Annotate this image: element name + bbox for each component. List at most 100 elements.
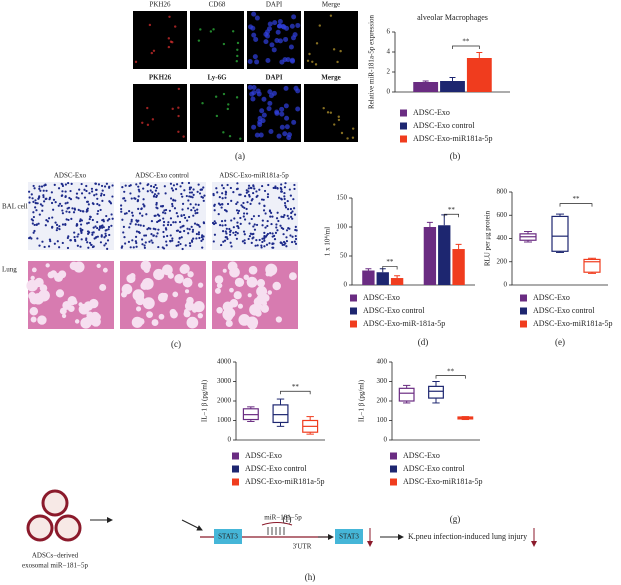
- cell: [34, 201, 37, 205]
- cell: [284, 204, 287, 207]
- micrograph: [28, 182, 114, 250]
- cell: [76, 244, 79, 247]
- cell: [221, 197, 224, 200]
- cell: [224, 190, 227, 193]
- alveolus: [167, 272, 174, 279]
- cell: [165, 240, 168, 243]
- cell: [221, 224, 224, 227]
- cell: [245, 189, 248, 192]
- cell: [169, 223, 173, 227]
- cell: [131, 214, 134, 217]
- cell: [246, 201, 249, 204]
- legend-label: ADSC-Exo control: [403, 464, 465, 473]
- cell: [289, 194, 292, 197]
- cell: [157, 219, 160, 223]
- alveolus: [126, 274, 136, 284]
- cell: [102, 218, 105, 221]
- cell: [314, 63, 318, 66]
- cell: [77, 233, 80, 236]
- cell: [155, 194, 159, 197]
- cell: [346, 137, 349, 140]
- cell: [79, 223, 83, 226]
- micrograph: [133, 84, 187, 142]
- cell: [164, 212, 167, 215]
- cell: [240, 204, 243, 207]
- cell: [254, 15, 260, 21]
- cell: [258, 188, 261, 191]
- cell: [241, 205, 244, 208]
- cell: [215, 187, 218, 190]
- cell: [137, 195, 140, 198]
- cell: [251, 198, 254, 201]
- cell: [247, 190, 250, 193]
- cell: [168, 15, 171, 19]
- cell: [93, 194, 96, 197]
- gene-box: STAT3: [339, 533, 359, 541]
- cell: [103, 185, 107, 188]
- cell: [192, 237, 195, 240]
- diagram-text: ADSCs−derived: [32, 552, 79, 560]
- cell: [177, 130, 180, 133]
- column-label: ADSC-Exo-miR181a-5p: [219, 172, 289, 180]
- cell: [167, 221, 170, 224]
- cell: [155, 235, 158, 238]
- error-bar: [476, 52, 483, 58]
- cell: [164, 192, 167, 195]
- cell: [213, 220, 216, 223]
- cell: [201, 102, 204, 105]
- y-tick-label: 50: [340, 252, 348, 260]
- alveolus: [30, 275, 35, 281]
- cell: [161, 205, 164, 208]
- cell: [291, 119, 297, 125]
- alveolus: [162, 264, 173, 276]
- cell: [88, 231, 91, 234]
- cell: [274, 185, 277, 188]
- cell: [275, 223, 278, 226]
- diagram-text: exosomal miR−181−5p: [22, 562, 89, 570]
- cell: [285, 239, 289, 243]
- cell: [172, 199, 175, 202]
- legend-swatch: [400, 109, 407, 117]
- cell: [178, 237, 181, 240]
- utr-label: 3'UTR: [293, 543, 312, 551]
- cell: [137, 207, 140, 211]
- cell: [252, 225, 255, 228]
- cell: [86, 222, 89, 225]
- cell: [279, 124, 285, 130]
- cell: [100, 224, 103, 228]
- cell: [58, 228, 61, 231]
- cell: [235, 237, 238, 240]
- cell: [135, 183, 138, 186]
- cell: [143, 234, 146, 237]
- cell: [268, 128, 274, 134]
- cell: [294, 225, 297, 228]
- cell: [38, 244, 41, 247]
- cell: [289, 58, 295, 64]
- cell: [51, 216, 54, 219]
- cell: [38, 213, 41, 216]
- alveolus: [34, 277, 44, 288]
- cell: [102, 226, 105, 229]
- cell: [32, 184, 35, 188]
- cell: [276, 133, 282, 139]
- cell: [189, 244, 192, 248]
- alveolus: [89, 298, 99, 309]
- alveolus: [29, 306, 39, 316]
- cell: [43, 184, 46, 187]
- bar: [376, 272, 389, 285]
- cell: [178, 220, 182, 224]
- cell: [333, 123, 336, 126]
- cell: [195, 237, 198, 240]
- cell: [88, 241, 92, 245]
- cell: [251, 32, 257, 38]
- y-tick-label: 200: [497, 257, 508, 265]
- cell: [70, 217, 73, 220]
- cell: [90, 243, 93, 246]
- legend-label: ADSC-Exo: [403, 451, 440, 460]
- cell: [223, 239, 227, 242]
- cell: [166, 234, 169, 238]
- cell: [44, 224, 47, 227]
- cell: [230, 199, 233, 202]
- cell: [162, 217, 165, 220]
- cell: [42, 194, 45, 197]
